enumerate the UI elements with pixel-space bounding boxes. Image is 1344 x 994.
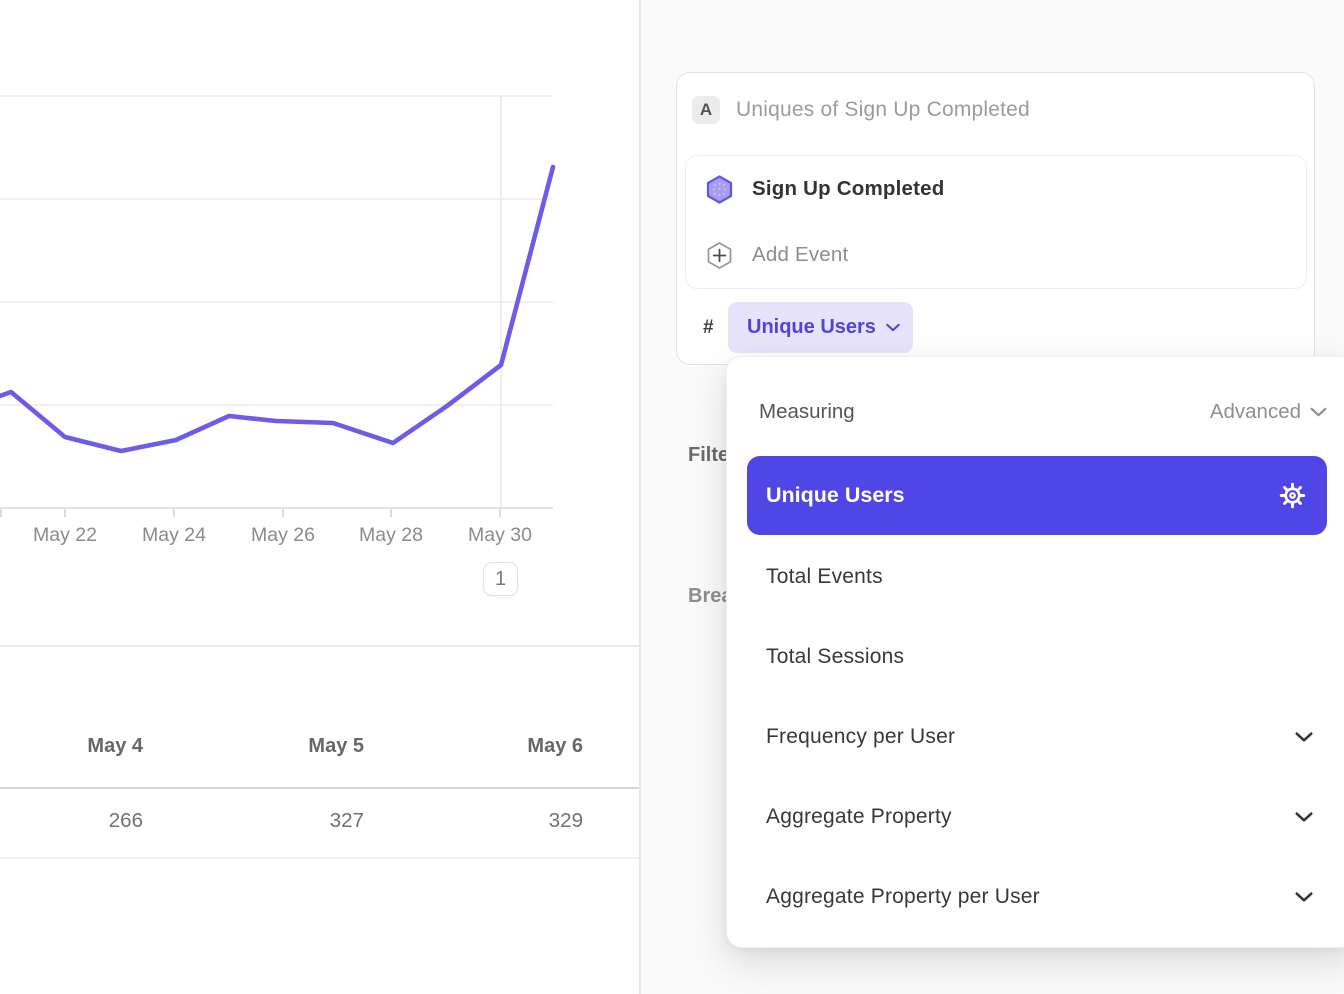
- add-event-button[interactable]: Add Event: [686, 222, 1306, 288]
- menu-item-total-sessions[interactable]: Total Sessions: [747, 627, 1327, 687]
- menu-item-total-events[interactable]: Total Events: [747, 547, 1327, 607]
- annotation-marker-badge[interactable]: 1: [483, 562, 518, 596]
- event-row-sign-up-completed[interactable]: Sign Up Completed: [686, 156, 1306, 222]
- measuring-header-row: Measuring Advanced: [759, 397, 1327, 427]
- series-card: A Uniques of Sign Up Completed Sign Up C…: [676, 72, 1315, 365]
- table-header-row: May 4 May 5 May 6: [0, 735, 583, 758]
- chevron-down-icon: [1295, 892, 1313, 902]
- chevron-down-icon: [1295, 812, 1313, 822]
- measuring-dropdown-menu: Measuring Advanced Unique Users: [726, 356, 1344, 948]
- table-header-cell: May 5: [308, 735, 364, 757]
- gear-icon[interactable]: [1279, 482, 1306, 509]
- chevron-down-icon: [1295, 732, 1313, 742]
- x-axis-label: May 24: [142, 524, 206, 546]
- plus-hexagon-icon: [704, 240, 734, 270]
- query-builder-panel: A Uniques of Sign Up Completed Sign Up C…: [641, 0, 1344, 994]
- metric-selector-pill[interactable]: Unique Users: [728, 302, 913, 353]
- x-axis-label: May 28: [359, 524, 423, 546]
- table-value-cell: 266: [108, 809, 143, 832]
- x-axis-label: May 26: [251, 524, 315, 546]
- trend-line-chart[interactable]: [0, 0, 639, 560]
- table-header-cell: May 6: [527, 735, 583, 757]
- x-axis-label: May 22: [33, 524, 97, 546]
- measuring-label: Measuring: [759, 400, 855, 423]
- table-value-cell: 329: [548, 809, 583, 832]
- menu-item-label: Unique Users: [766, 483, 905, 507]
- series-letter-badge[interactable]: A: [692, 96, 720, 124]
- menu-item-label: Aggregate Property per User: [766, 885, 1040, 908]
- table-row: 266 327 329: [0, 809, 583, 833]
- metric-selector-label: Unique Users: [747, 316, 876, 338]
- advanced-mode-label: Advanced: [1209, 400, 1301, 423]
- menu-item-label: Aggregate Property: [766, 805, 952, 828]
- pane-divider: [639, 0, 641, 994]
- x-axis-label: May 30: [468, 524, 532, 546]
- table-value-cell: 327: [329, 809, 364, 832]
- table-header-cell: May 4: [87, 735, 143, 757]
- advanced-mode-toggle[interactable]: Advanced: [1210, 400, 1327, 424]
- menu-item-label: Total Sessions: [766, 645, 905, 668]
- events-card: Sign Up Completed Add Event: [685, 155, 1307, 289]
- table-row-divider: [0, 857, 639, 859]
- hexagon-icon: [704, 174, 734, 204]
- menu-item-aggregate-property[interactable]: Aggregate Property: [747, 787, 1327, 847]
- chart-table-divider: [0, 645, 639, 647]
- add-event-label: Add Event: [752, 243, 849, 266]
- table-header-underline: [0, 787, 639, 789]
- event-name: Sign Up Completed: [752, 177, 945, 200]
- menu-item-frequency-per-user[interactable]: Frequency per User: [747, 707, 1327, 767]
- chevron-down-icon: [886, 323, 900, 332]
- metric-hash-prefix: #: [703, 317, 714, 338]
- menu-item-aggregate-property-per-user[interactable]: Aggregate Property per User: [747, 867, 1327, 927]
- menu-item-label: Total Events: [766, 565, 883, 588]
- chart-panel: May 22 May 24 May 26 May 28 May 30 1 May…: [0, 0, 639, 994]
- chevron-down-icon: [1310, 407, 1327, 417]
- filter-section-label: Filter: [688, 444, 737, 466]
- menu-item-unique-users[interactable]: Unique Users: [747, 456, 1327, 535]
- menu-item-label: Frequency per User: [766, 725, 956, 748]
- series-title: Uniques of Sign Up Completed: [736, 98, 1030, 121]
